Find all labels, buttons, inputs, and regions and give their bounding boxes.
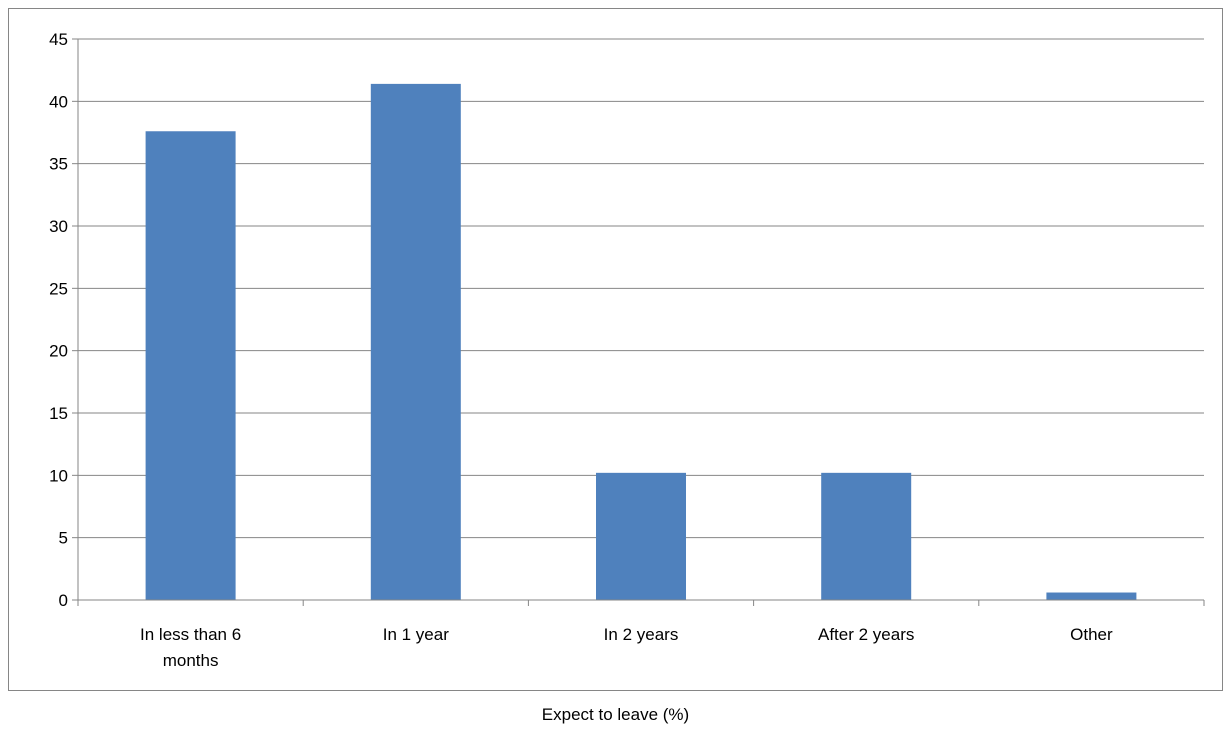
y-tick-label: 5	[59, 529, 68, 548]
y-tick-label: 15	[49, 404, 68, 423]
y-tick-label: 20	[49, 342, 68, 361]
bar	[1046, 592, 1137, 600]
y-tick-label: 25	[49, 279, 68, 298]
bar	[370, 83, 461, 600]
x-tick-label: After 2 years	[818, 625, 914, 644]
bar-chart: 0 5 10 15 20 25 30 35 40 45 In less than 6 months In…	[49, 30, 1205, 670]
chart-frame	[8, 8, 1223, 691]
y-tick-label: 30	[49, 217, 68, 236]
y-tick-label: 35	[49, 155, 68, 174]
x-tick-label: In 1 year	[383, 625, 449, 644]
y-tick-label: 45	[49, 30, 68, 49]
y-tick-label: 40	[49, 92, 68, 111]
x-axis-label: Expect to leave (%)	[541, 705, 690, 724]
bar	[821, 472, 912, 600]
bar	[596, 472, 686, 600]
y-tick-label: 0	[59, 591, 68, 610]
x-tick-label: In 2 years	[604, 625, 679, 644]
y-tick-label: 10	[49, 466, 68, 485]
x-tick-label: In less than 6 months	[140, 625, 241, 670]
bar	[145, 131, 236, 600]
x-tick-label: Other	[1070, 625, 1113, 644]
